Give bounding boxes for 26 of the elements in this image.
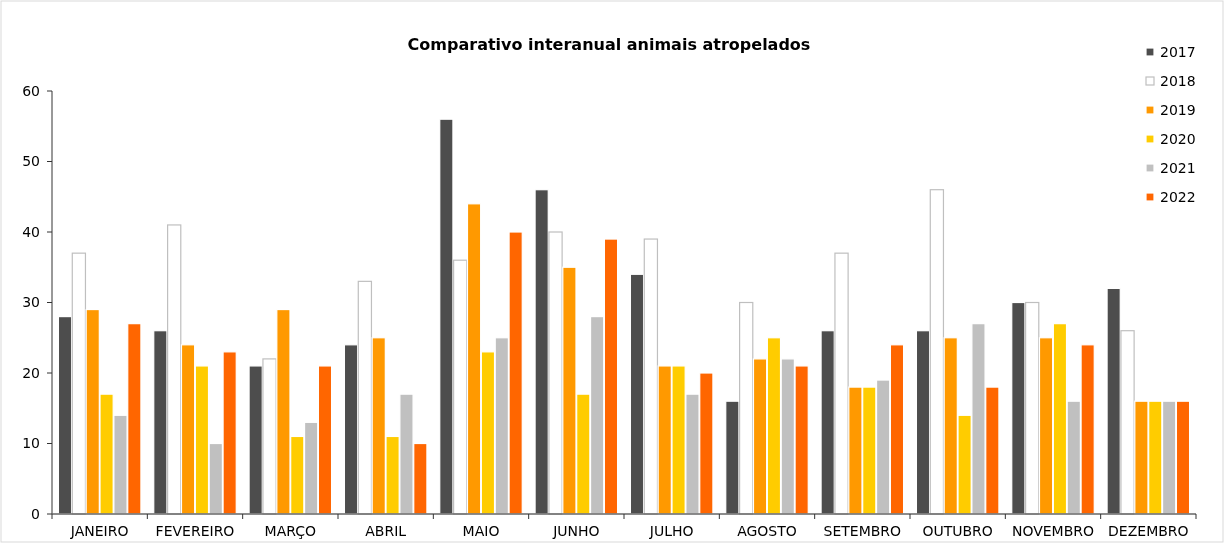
legend-label: 2020 — [1160, 130, 1196, 147]
x-tick-label: JANEIRO — [69, 523, 129, 539]
legend-label: 2021 — [1160, 159, 1196, 176]
y-tick-label: 30 — [22, 294, 40, 311]
x-tick-label: AGOSTO — [737, 523, 797, 539]
y-tick-label: 60 — [22, 82, 40, 99]
x-tick-label: OUTUBRO — [922, 523, 993, 539]
legend-label: 2019 — [1160, 101, 1196, 118]
x-tick-label: DEZEMBRO — [1108, 523, 1189, 539]
x-tick-label: JULHO — [648, 523, 694, 539]
y-tick-label: 50 — [22, 153, 40, 170]
x-tick-label: ABRIL — [365, 523, 407, 539]
legend-label: 2018 — [1160, 72, 1196, 89]
x-tick-label: NOVEMBRO — [1011, 523, 1095, 539]
y-tick-label: 10 — [22, 435, 40, 452]
x-tick-label: MARÇO — [264, 523, 317, 539]
y-tick-label: 0 — [31, 505, 40, 522]
y-tick-label: 40 — [22, 223, 40, 240]
x-tick-label: FEVEREIRO — [155, 523, 235, 539]
x-tick-label: MAIO — [462, 523, 500, 539]
x-tick-label: JUNHO — [552, 523, 600, 539]
x-tick-label: SETEMBRO — [823, 523, 902, 539]
legend-label: 2022 — [1160, 188, 1196, 205]
y-tick-label: 20 — [22, 364, 40, 381]
legend-label: 2017 — [1160, 43, 1196, 60]
chart-title: Comparativo interanual animais atropelados — [407, 35, 811, 54]
